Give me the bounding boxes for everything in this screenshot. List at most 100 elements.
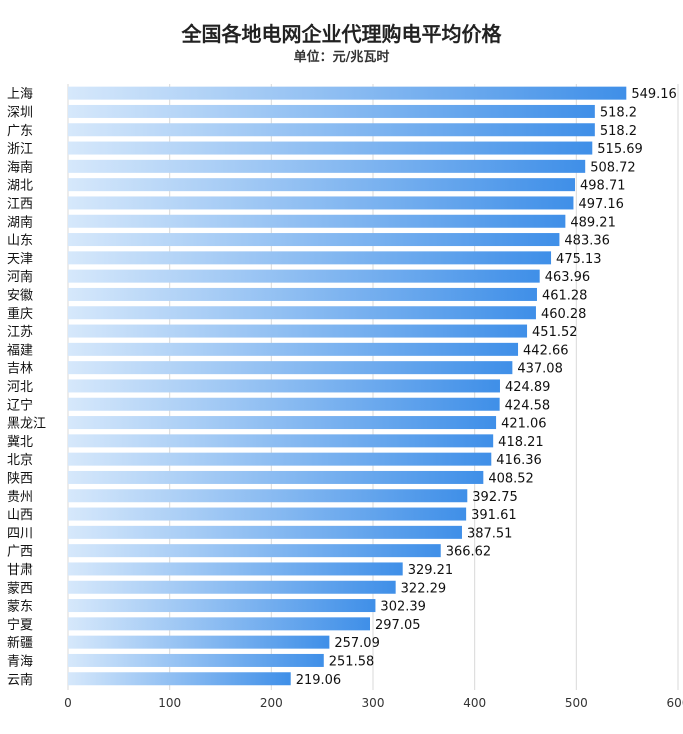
category-label: 河南	[7, 269, 33, 285]
value-label: 475.13	[556, 252, 602, 267]
category-label: 贵州	[7, 490, 33, 505]
x-tick-label: 300	[362, 696, 385, 710]
value-label: 518.2	[600, 105, 637, 120]
category-label: 陕西	[7, 471, 33, 486]
x-tick-label: 600	[667, 696, 683, 710]
category-label: 广西	[7, 545, 33, 560]
bar	[68, 159, 586, 173]
value-label: 463.96	[545, 270, 591, 285]
labels: 0 100 200 300 400 500 600 上海 549.16 深圳 518.2 广东 518.…	[7, 87, 683, 710]
x-tick-label: 200	[260, 696, 283, 710]
category-label: 青海	[7, 654, 33, 669]
category-label: 海南	[7, 159, 33, 175]
category-label: 辽宁	[7, 397, 33, 413]
bar	[68, 251, 552, 265]
value-label: 483.36	[564, 234, 610, 249]
bar	[68, 361, 513, 375]
bar	[68, 416, 497, 430]
x-tick-label: 100	[158, 696, 181, 710]
category-label: 江苏	[7, 324, 33, 340]
bar	[68, 525, 462, 539]
value-label: 392.75	[472, 490, 518, 505]
bar	[68, 196, 574, 210]
bar	[68, 141, 593, 155]
chart-subtitle: 单位：元/兆瓦时	[293, 50, 390, 65]
category-label: 山东	[7, 234, 33, 249]
value-label: 329.21	[408, 563, 454, 578]
category-label: 江西	[7, 197, 33, 212]
value-label: 451.52	[532, 325, 578, 340]
value-label: 421.06	[501, 417, 546, 432]
bar	[68, 233, 560, 247]
category-label: 甘肃	[7, 563, 33, 578]
bar	[68, 306, 536, 320]
category-label: 上海	[7, 87, 33, 102]
bar	[68, 470, 484, 484]
category-label: 北京	[7, 453, 33, 468]
category-label: 河北	[7, 380, 33, 395]
bar	[68, 635, 330, 649]
value-label: 497.16	[578, 197, 624, 212]
category-label: 蒙西	[7, 581, 33, 596]
value-label: 408.52	[488, 471, 534, 486]
value-label: 437.08	[517, 362, 563, 377]
bar	[68, 178, 576, 192]
value-label: 302.39	[380, 600, 426, 615]
bar	[68, 653, 324, 667]
bar	[68, 489, 468, 503]
category-label: 山西	[7, 508, 33, 523]
category-label: 湖北	[7, 179, 33, 194]
x-tick-label: 400	[463, 696, 486, 710]
bar	[68, 86, 627, 100]
value-label: 322.29	[401, 581, 447, 596]
category-label: 深圳	[7, 105, 33, 120]
bar	[68, 379, 500, 393]
value-label: 424.89	[505, 380, 551, 395]
x-tick-label: 500	[565, 696, 588, 710]
bar	[68, 397, 500, 411]
value-label: 366.62	[446, 545, 492, 560]
x-tick-label: 0	[64, 696, 72, 710]
bar	[68, 269, 540, 283]
bar	[68, 562, 403, 576]
category-label: 浙江	[7, 142, 33, 157]
value-label: 418.21	[498, 435, 544, 450]
value-label: 498.71	[580, 179, 626, 194]
bar	[68, 580, 396, 594]
category-label: 黑龙江	[7, 417, 46, 432]
category-label: 四川	[7, 526, 33, 541]
category-label: 新疆	[7, 635, 33, 651]
value-label: 508.72	[590, 160, 636, 175]
value-label: 549.16	[631, 87, 677, 102]
bars	[68, 86, 627, 686]
category-label: 重庆	[7, 306, 33, 322]
bar	[68, 672, 291, 686]
value-label: 518.2	[600, 124, 637, 139]
category-label: 湖南	[7, 214, 33, 230]
bar	[68, 104, 595, 118]
value-label: 219.06	[296, 673, 342, 688]
category-label: 广东	[7, 124, 33, 139]
category-label: 安徽	[7, 288, 33, 303]
bar	[68, 287, 537, 301]
bar	[68, 214, 566, 228]
value-label: 387.51	[467, 526, 513, 541]
bar	[68, 617, 371, 631]
category-label: 宁夏	[7, 617, 33, 633]
category-label: 云南	[7, 672, 33, 688]
bar	[68, 342, 519, 356]
bar	[68, 507, 467, 521]
category-label: 天津	[7, 252, 33, 267]
category-label: 吉林	[7, 362, 33, 377]
bar	[68, 324, 528, 338]
value-label: 297.05	[375, 618, 421, 633]
category-label: 福建	[7, 343, 33, 358]
bar	[68, 599, 376, 613]
bar	[68, 434, 494, 448]
value-label: 251.58	[329, 654, 375, 669]
value-label: 391.61	[471, 508, 517, 523]
value-label: 442.66	[523, 343, 569, 358]
bar	[68, 452, 492, 466]
value-label: 257.09	[334, 636, 380, 651]
